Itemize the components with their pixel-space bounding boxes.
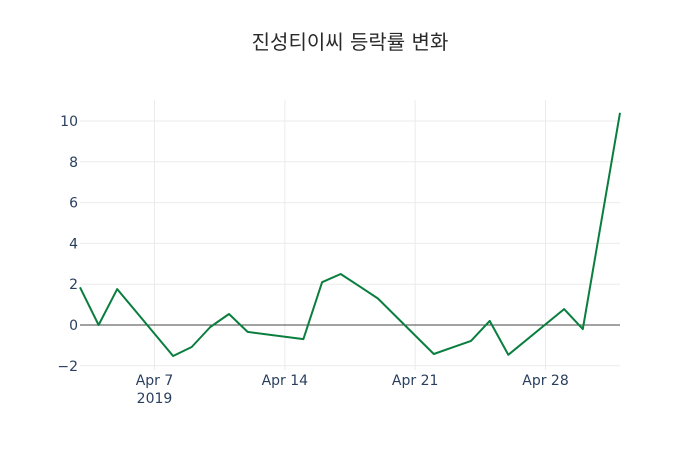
y-tick-label: 10 [60,114,78,130]
y-tick-label: 4 [69,236,78,252]
x-year-label: 2019 [137,391,173,407]
y-tick-label: 6 [69,196,78,212]
x-tick-label: Apr 7 [136,373,174,389]
x-tick-label: Apr 28 [522,373,568,389]
y-gridlines [80,120,620,367]
y-tick-label: −2 [57,359,78,375]
y-tick-label: 8 [69,155,78,171]
y-tick-label: 2 [69,277,78,293]
series-line [79,112,621,357]
y-tick-label: 0 [69,318,78,334]
x-tick-label: Apr 21 [392,373,438,389]
x-axis-tick-labels: Apr 7 2019 Apr 14 Apr 21 Apr 28 [136,373,569,407]
y-axis-tick-labels: −2 0 2 4 6 8 10 [57,114,78,375]
chart-title: 진성티이씨 등락률 변화 [251,30,449,54]
x-gridlines [153,100,547,370]
x-tick-label: Apr 14 [262,373,309,389]
